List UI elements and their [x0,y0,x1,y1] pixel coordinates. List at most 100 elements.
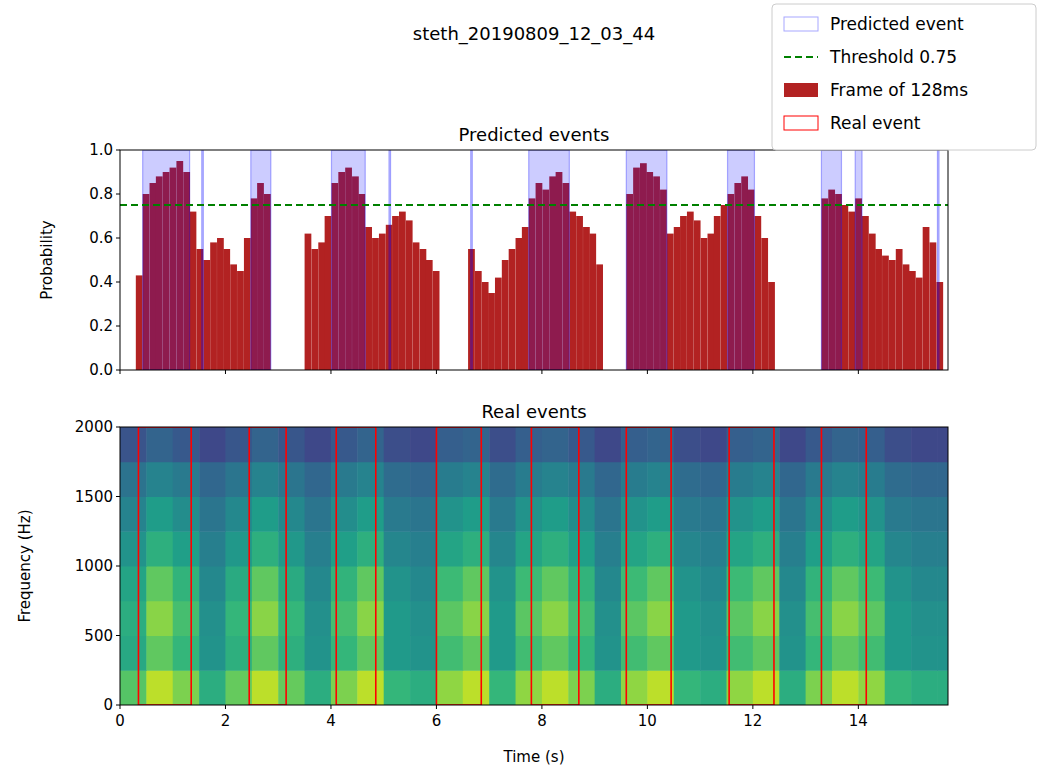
heat-cell [463,462,490,497]
y-tick [116,282,120,283]
heat-cell [911,427,938,462]
frame-bar [687,212,694,370]
y-tick [116,326,120,327]
heat-cell [885,531,912,566]
heat-cell [937,636,948,671]
heat-cell [832,566,859,601]
y-tick [116,496,120,497]
heat-cell [278,462,305,497]
y-tick [116,635,120,636]
heat-cell [463,636,490,671]
frame-bar [311,249,318,370]
heat-cell [647,670,674,705]
heat-cell [278,427,305,462]
heat-cell [516,427,543,462]
heat-cell [779,497,806,532]
heat-cell [199,601,226,636]
heat-cell [489,670,516,705]
heat-cell [753,566,780,601]
frame-bar [502,260,509,370]
x-tick-label: 6 [432,712,442,730]
heat-cell [146,636,173,671]
frame-bar [768,282,775,370]
frame-bar [495,278,502,370]
frame-bar [694,220,701,370]
y-tick-label: 500 [84,627,113,645]
heat-cell [120,670,147,705]
heat-cell [806,531,833,566]
heat-cell [885,497,912,532]
frame-bar [392,216,399,370]
frame-bar [230,264,237,370]
heat-cell [199,670,226,705]
heat-cell [410,427,437,462]
heat-cell [357,601,384,636]
heat-cell [357,670,384,705]
heat-cell [252,670,279,705]
heat-cell [331,531,358,566]
heat-cell [726,566,753,601]
x-tick [120,705,121,709]
heat-cell [305,531,332,566]
event-span [331,150,365,370]
heat-cell [252,531,279,566]
x-tick [752,370,753,374]
frame-bar [569,212,576,370]
heat-cell [621,601,648,636]
heat-cell [621,531,648,566]
heat-cell [621,566,648,601]
heat-cell [463,566,490,601]
event-span [626,150,667,370]
heat-cell [726,497,753,532]
heat-cell [278,566,305,601]
heat-cell [489,531,516,566]
heat-cell [305,462,332,497]
heat-cell [806,427,833,462]
event-span [626,427,671,705]
heat-cell [621,670,648,705]
heat-cell [516,497,543,532]
heat-cell [542,462,569,497]
frame-bar [862,216,869,370]
y-tick [116,150,120,151]
heat-cell [858,601,885,636]
heat-cell [146,462,173,497]
heat-cell [700,497,727,532]
event-span [389,150,391,370]
heat-cell [911,566,938,601]
heat-cell [436,636,463,671]
y-tick-label: 1500 [75,488,113,506]
heat-cell [173,566,200,601]
heat-cell [463,670,490,705]
y-tick [116,566,120,567]
x-axis-title: Time (s) [503,748,565,766]
heat-cell [384,601,411,636]
heat-cell [700,636,727,671]
heat-cell [225,462,252,497]
heat-cell [173,462,200,497]
heat-cell [595,636,622,671]
heat-cell [225,601,252,636]
heat-cell [832,497,859,532]
heat-cell [911,462,938,497]
heat-cell [516,531,543,566]
heat-cell [568,497,595,532]
heat-cell [331,497,358,532]
frame-bar [482,282,489,370]
heat-cell [806,601,833,636]
heat-cell [937,670,948,705]
heat-cell [489,427,516,462]
legend-label: Frame of 128ms [830,80,968,100]
x-tick-label: 14 [849,712,868,730]
frame-bar [522,227,529,370]
heat-cell [199,427,226,462]
x-tick [225,705,226,709]
heat-cell [410,601,437,636]
heat-cell [753,636,780,671]
event-span [202,150,204,370]
heat-cell [146,427,173,462]
frame-bar [420,249,427,370]
x-tick-label: 4 [326,712,336,730]
heat-cell [463,531,490,566]
heat-cell [911,531,938,566]
